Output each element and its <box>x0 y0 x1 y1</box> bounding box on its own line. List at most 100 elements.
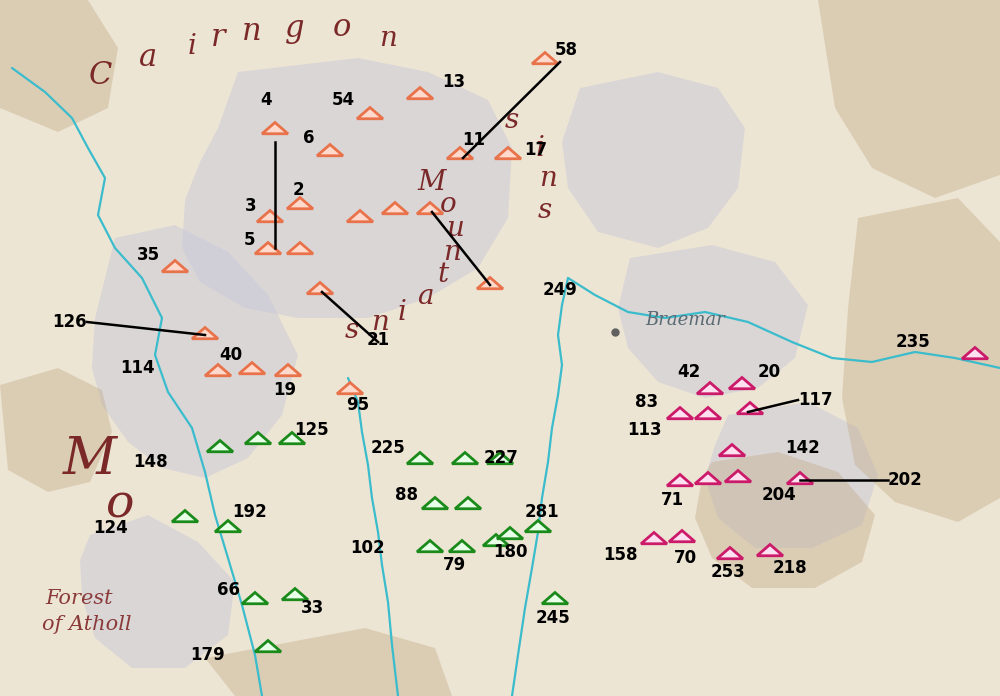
Polygon shape <box>669 530 695 541</box>
Text: s: s <box>538 196 552 223</box>
Polygon shape <box>695 473 721 484</box>
Polygon shape <box>215 521 241 532</box>
Polygon shape <box>495 148 521 159</box>
Text: 3: 3 <box>244 197 256 215</box>
Polygon shape <box>417 541 443 552</box>
Polygon shape <box>347 210 373 222</box>
Polygon shape <box>239 363 265 374</box>
Polygon shape <box>307 283 333 294</box>
Text: 245: 245 <box>536 609 570 627</box>
Text: i: i <box>536 134 544 161</box>
Text: 113: 113 <box>627 421 662 439</box>
Text: 218: 218 <box>773 559 807 577</box>
Polygon shape <box>641 532 667 544</box>
Polygon shape <box>162 260 188 271</box>
Polygon shape <box>842 198 1000 522</box>
Polygon shape <box>80 515 235 668</box>
Text: 35: 35 <box>137 246 160 264</box>
Text: 17: 17 <box>524 141 547 159</box>
Polygon shape <box>242 592 268 603</box>
Text: 13: 13 <box>442 73 465 91</box>
Polygon shape <box>422 498 448 509</box>
Text: o: o <box>333 13 351 43</box>
Polygon shape <box>737 402 763 413</box>
Text: s: s <box>345 317 359 344</box>
Polygon shape <box>182 58 512 318</box>
Text: a: a <box>417 283 433 310</box>
Text: i: i <box>188 33 196 59</box>
Polygon shape <box>719 445 745 456</box>
Polygon shape <box>729 377 755 389</box>
Text: i: i <box>398 299 406 326</box>
Text: t: t <box>437 262 449 289</box>
Polygon shape <box>407 452 433 464</box>
Text: M: M <box>63 434 117 486</box>
Text: 148: 148 <box>133 453 168 471</box>
Polygon shape <box>337 383 363 394</box>
Polygon shape <box>455 498 481 509</box>
Text: 11: 11 <box>462 131 485 149</box>
Text: o: o <box>106 482 134 528</box>
Text: 202: 202 <box>888 471 923 489</box>
Text: n: n <box>443 239 461 265</box>
Polygon shape <box>497 528 523 539</box>
Text: 124: 124 <box>93 519 128 537</box>
Text: M: M <box>418 168 446 196</box>
Polygon shape <box>818 0 1000 198</box>
Text: o: o <box>440 191 456 219</box>
Polygon shape <box>695 407 721 419</box>
Text: 114: 114 <box>120 359 155 377</box>
Polygon shape <box>287 242 313 254</box>
Text: u: u <box>446 214 464 242</box>
Polygon shape <box>452 452 478 464</box>
Polygon shape <box>962 347 988 358</box>
Polygon shape <box>407 88 433 99</box>
Polygon shape <box>542 592 568 603</box>
Polygon shape <box>483 535 509 546</box>
Polygon shape <box>787 473 813 484</box>
Polygon shape <box>172 510 198 522</box>
Text: g: g <box>285 13 305 43</box>
Text: C: C <box>88 59 112 90</box>
Text: 88: 88 <box>395 486 418 504</box>
Polygon shape <box>287 198 313 209</box>
Text: 58: 58 <box>555 41 578 59</box>
Text: 142: 142 <box>785 439 820 457</box>
Text: n: n <box>242 17 262 47</box>
Text: 281: 281 <box>525 503 559 521</box>
Polygon shape <box>667 475 693 486</box>
Polygon shape <box>0 368 112 492</box>
Text: 253: 253 <box>711 563 745 581</box>
Text: 66: 66 <box>217 581 240 599</box>
Polygon shape <box>757 544 783 555</box>
Polygon shape <box>255 640 281 651</box>
Polygon shape <box>357 107 383 119</box>
Text: 102: 102 <box>350 539 385 557</box>
Polygon shape <box>447 148 473 159</box>
Text: n: n <box>371 308 389 335</box>
Polygon shape <box>487 452 513 464</box>
Text: 192: 192 <box>232 503 267 521</box>
Polygon shape <box>262 122 288 134</box>
Text: 20: 20 <box>758 363 781 381</box>
Text: 125: 125 <box>294 421 329 439</box>
Text: 249: 249 <box>543 281 577 299</box>
Text: 158: 158 <box>604 546 638 564</box>
Text: 70: 70 <box>673 549 697 567</box>
Polygon shape <box>282 589 308 600</box>
Polygon shape <box>275 365 301 376</box>
Text: 204: 204 <box>762 486 797 504</box>
Polygon shape <box>449 541 475 552</box>
Polygon shape <box>667 407 693 419</box>
Polygon shape <box>477 278 503 289</box>
Text: 2: 2 <box>292 181 304 199</box>
Polygon shape <box>705 402 878 548</box>
Text: 6: 6 <box>304 129 315 147</box>
Text: 79: 79 <box>442 556 466 574</box>
Text: s: s <box>505 106 519 134</box>
Text: 42: 42 <box>677 363 700 381</box>
Text: n: n <box>379 24 397 52</box>
Text: Braemar: Braemar <box>645 311 725 329</box>
Text: 227: 227 <box>484 449 519 467</box>
Polygon shape <box>317 145 343 156</box>
